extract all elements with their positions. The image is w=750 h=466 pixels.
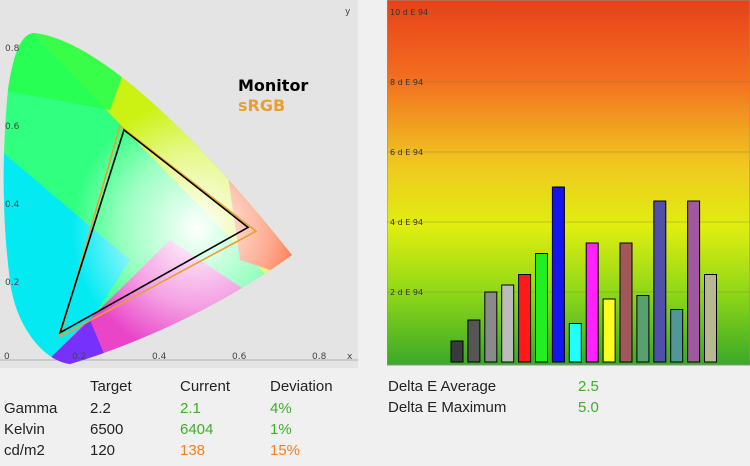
cie-chromaticity-chart: 0 0.2 0.4 0.6 0.8 x 0.2 0.4 0.6 0.8 y Monitor sRGB: [0, 0, 358, 368]
delta-e-average-value: 2.5: [578, 378, 599, 395]
x-axis-label: x: [347, 352, 353, 362]
delta-e-bar-chart: 2 d E 94 4 d E 94 6 d E 94 8 d E 94 10 d E 9…: [386, 0, 750, 368]
row-gamma-current: 2.1: [180, 400, 201, 417]
y-tick-label: 8 d E 94: [390, 78, 423, 87]
y-tick-label: 4 d E 94: [390, 218, 423, 227]
legend-srgb: sRGB: [238, 96, 285, 115]
y-tick-label: 0.2: [5, 278, 19, 288]
cie-chart-svg: 0 0.2 0.4 0.6 0.8 x 0.2 0.4 0.6 0.8 y Monitor sRGB: [0, 0, 358, 368]
row-kelvin-current: 6404: [180, 421, 214, 438]
delta-e-bar: [568, 323, 582, 363]
delta-e-summary: Delta E Average 2.5 Delta E Maximum 5.0: [388, 378, 750, 428]
delta-e-bar: [535, 253, 548, 363]
row-luminance-current: 138: [180, 442, 206, 459]
monitor-gamut-triangle: [58, 128, 250, 335]
x-tick-label: 0.8: [312, 352, 327, 362]
y-tick-label: 0.4: [5, 200, 20, 210]
y-axis-label: y: [345, 7, 351, 17]
row-kelvin-target: 6500: [90, 421, 124, 438]
row-gamma-deviation: 4%: [270, 400, 292, 417]
row-luminance-label: cd/m2: [4, 442, 45, 459]
row-kelvin-deviation: 1%: [270, 421, 292, 438]
delta-e-bar: [636, 295, 650, 363]
delta-e-bar: [450, 340, 464, 363]
row-luminance-deviation: 15%: [270, 442, 301, 459]
delta-e-average-label: Delta E Average: [388, 378, 497, 395]
delta-e-bar: [501, 284, 515, 363]
header-deviation: Deviation: [270, 378, 333, 395]
delta-e-bar: [687, 200, 701, 363]
y-tick-label: 2 d E 94: [390, 288, 423, 297]
y-tick-label: 0.6: [5, 122, 20, 132]
delta-e-maximum-value: 5.0: [578, 399, 599, 416]
y-tick-label: 6 d E 94: [390, 148, 423, 157]
header-target: Target: [90, 378, 132, 395]
x-tick-label: 0.6: [232, 352, 247, 362]
delta-e-bar: [619, 242, 633, 363]
row-kelvin-label: Kelvin: [4, 421, 45, 438]
delta-e-bar: [551, 186, 565, 363]
legend-monitor: Monitor: [238, 76, 308, 95]
row-gamma-target: 2.2: [90, 400, 111, 417]
x-tick-label: 0: [4, 352, 10, 362]
y-tick-label: 10 d E 94: [390, 8, 428, 17]
delta-e-maximum-label: Delta E Maximum: [388, 399, 507, 416]
delta-e-chart-svg: 2 d E 94 4 d E 94 6 d E 94 8 d E 94 10 d E 9…: [386, 0, 750, 366]
row-luminance-target: 120: [90, 442, 116, 459]
x-tick-label: 0.4: [152, 352, 167, 362]
delta-e-bar: [670, 309, 684, 363]
x-tick-label: 0.2: [72, 352, 86, 362]
calibration-table: Target Current Deviation Gamma 2.2 2.1 4…: [0, 378, 380, 466]
delta-e-bar: [602, 298, 616, 363]
delta-e-bar: [653, 200, 667, 363]
delta-e-bar: [704, 274, 717, 363]
delta-e-bar: [484, 291, 498, 363]
row-gamma-label: Gamma: [4, 400, 58, 417]
y-tick-label: 0.8: [5, 44, 20, 54]
delta-e-bar: [518, 274, 532, 363]
srgb-gamut-triangle: [58, 124, 258, 339]
delta-e-bar: [467, 319, 481, 363]
header-current: Current: [180, 378, 231, 395]
delta-e-bar: [585, 242, 599, 363]
